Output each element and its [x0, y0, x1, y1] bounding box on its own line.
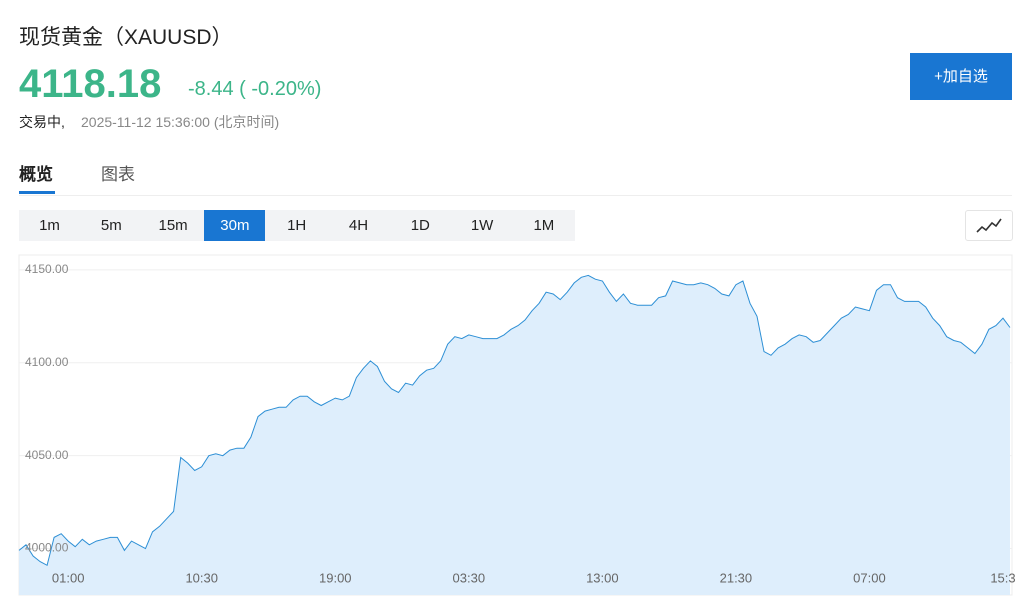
- interval-button[interactable]: 1M: [533, 217, 555, 234]
- interval-bar: [19, 210, 575, 241]
- x-tick-label: 15:3: [990, 570, 1015, 585]
- interval-button[interactable]: 4H: [348, 217, 369, 234]
- status: 交易中,: [19, 114, 65, 130]
- price: 4118.18: [19, 62, 162, 106]
- chart-type-icon: [976, 218, 1002, 233]
- x-tick-label: 01:00: [52, 570, 85, 585]
- x-tick-label: 10:30: [185, 570, 218, 585]
- y-tick-label: 4050.00: [25, 448, 69, 462]
- tab[interactable]: 概览: [19, 165, 53, 184]
- interval-button[interactable]: 5m: [100, 217, 122, 234]
- interval-button[interactable]: 1D: [410, 217, 430, 234]
- tab-underline: [19, 191, 55, 194]
- interval-button[interactable]: 1H: [287, 217, 307, 234]
- interval-button[interactable]: 1W: [470, 217, 494, 234]
- interval-button[interactable]: 15m: [158, 217, 188, 234]
- tab[interactable]: 图表: [101, 165, 135, 184]
- y-tick-label: 4100.00: [25, 355, 69, 369]
- title: 现货黄金（XAUUSD）: [19, 26, 233, 49]
- y-tick-label: 4150.00: [25, 262, 69, 276]
- x-tick-label: 13:00: [586, 570, 619, 585]
- x-tick-label: 07:00: [853, 570, 886, 585]
- timestamp: 2025-11-12 15:36:00 (北京时间): [81, 114, 280, 130]
- x-tick-label: 19:00: [319, 570, 352, 585]
- area-fill: [19, 275, 1010, 595]
- divider: [19, 195, 1012, 196]
- interval-button[interactable]: 30m: [204, 210, 266, 241]
- change: -8.44 ( -0.20%): [188, 78, 322, 100]
- y-tick-label: 4000.00: [25, 541, 69, 555]
- add-watchlist-button[interactable]: +加自选: [910, 53, 1012, 100]
- interval-button[interactable]: 1m: [39, 217, 60, 234]
- x-tick-label: 21:30: [720, 570, 753, 585]
- x-tick-label: 03:30: [453, 570, 486, 585]
- chart-type-button[interactable]: [965, 210, 1013, 241]
- price-line: [18, 274, 1011, 567]
